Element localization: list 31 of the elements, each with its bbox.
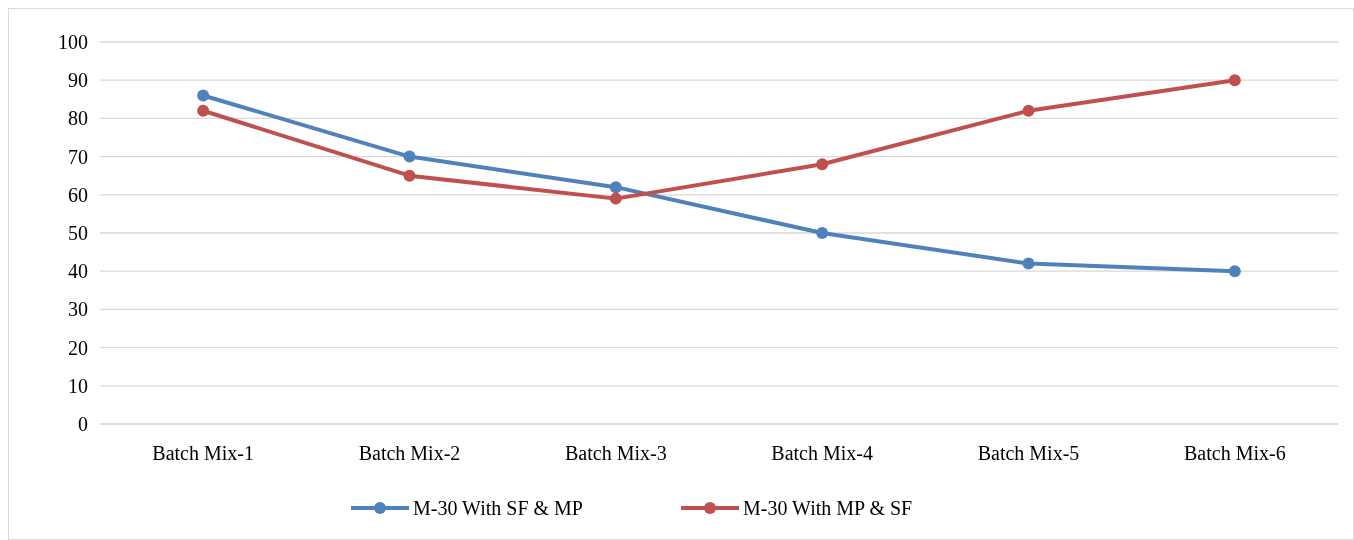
- x-tick-label: Batch Mix-1: [152, 442, 254, 464]
- point: [1022, 257, 1035, 270]
- y-tick-label: 70: [68, 145, 88, 168]
- y-tick-label: 0: [78, 413, 88, 435]
- y-tick-label: 10: [68, 374, 88, 397]
- y-tick-label: 40: [68, 260, 88, 283]
- y-tick-label: 100: [58, 31, 88, 53]
- y-tick-label: 90: [68, 69, 88, 92]
- legend-label: M-30 With MP & SF: [743, 497, 913, 519]
- y-tick-label: 50: [68, 222, 88, 244]
- x-tick-label: Batch Mix-2: [358, 442, 461, 464]
- point: [197, 89, 210, 102]
- point: [609, 192, 622, 205]
- point: [1022, 104, 1035, 117]
- point: [609, 181, 622, 194]
- point: [403, 169, 416, 182]
- y-tick-label: 80: [68, 107, 88, 130]
- y-tick-label: 30: [68, 298, 88, 321]
- point: [197, 104, 210, 117]
- point: [403, 150, 416, 163]
- x-tick-label: Batch Mix-6: [1184, 442, 1286, 464]
- point: [816, 227, 829, 239]
- point: [816, 158, 829, 171]
- y-tick-label: 20: [68, 336, 88, 359]
- x-tick-label: Batch Mix-5: [977, 442, 1080, 464]
- legend-label: M-30 With SF & MP: [413, 497, 583, 519]
- point: [1228, 74, 1241, 87]
- point: [1228, 265, 1241, 278]
- x-tick-label: Batch Mix-3: [565, 442, 667, 464]
- y-tick-label: 60: [68, 183, 88, 206]
- x-tick-label: Batch Mix-4: [771, 442, 873, 464]
